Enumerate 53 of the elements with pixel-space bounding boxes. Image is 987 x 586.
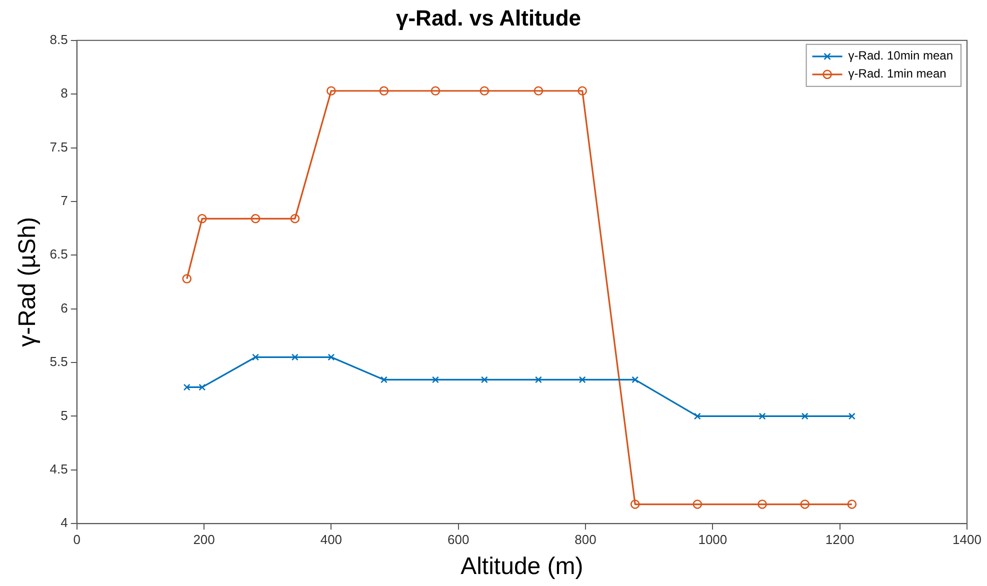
point (630, 500, 640, 509)
point (379, 86, 389, 96)
y-tick-label: 6 (60, 300, 68, 316)
x-tick-label: 400 (320, 532, 342, 547)
point (380, 376, 388, 384)
y-tick-label: 8.5 (50, 32, 68, 47)
point (847, 500, 857, 509)
point (328, 354, 335, 361)
point (430, 86, 440, 96)
point (800, 500, 810, 509)
x-tick-label: 800 (574, 532, 596, 547)
point (326, 86, 336, 96)
point (432, 376, 439, 384)
legend-label: γ-Rad. 1min mean (848, 66, 946, 81)
point (758, 500, 767, 509)
y-axis-title: γ-Rad (µSh) (14, 217, 42, 347)
x-tick-label: 0 (73, 532, 80, 547)
point (848, 412, 856, 420)
chart-title: γ-Rad. vs Altitude (396, 5, 581, 30)
point (197, 214, 207, 224)
x-tick-label: 200 (193, 532, 215, 547)
x-tick-label: 600 (448, 532, 470, 547)
x-tick-label: 1000 (698, 532, 728, 547)
point (182, 274, 192, 284)
point (252, 354, 260, 361)
y-tick-label: 5.5 (50, 354, 68, 370)
point (183, 384, 190, 391)
point (480, 376, 488, 384)
point (758, 412, 766, 420)
y-tick-label: 4.5 (50, 461, 68, 476)
y-tick-label: 8 (60, 86, 68, 101)
point (250, 214, 260, 224)
point (534, 376, 542, 384)
point (291, 354, 298, 361)
x-axis-title: Altitude (m) (460, 553, 584, 580)
x-tick-label: 1400 (952, 532, 982, 547)
y-tick-label: 4 (60, 515, 68, 530)
y-tick-label: 7.5 (50, 139, 68, 154)
point (534, 86, 544, 96)
point (578, 86, 587, 96)
point (290, 214, 300, 224)
point (694, 412, 701, 420)
point (801, 412, 808, 420)
point (578, 376, 586, 384)
y-tick-label: 7 (60, 193, 68, 208)
x-tick-label: 1200 (825, 532, 854, 547)
point (632, 376, 639, 384)
point (692, 500, 702, 509)
y-tick-label: 5 (60, 408, 68, 423)
point (198, 384, 206, 391)
y-tick-label: 6.5 (50, 246, 68, 262)
legend-label: γ-Rad. 10min mean (848, 48, 954, 63)
point (480, 86, 490, 96)
